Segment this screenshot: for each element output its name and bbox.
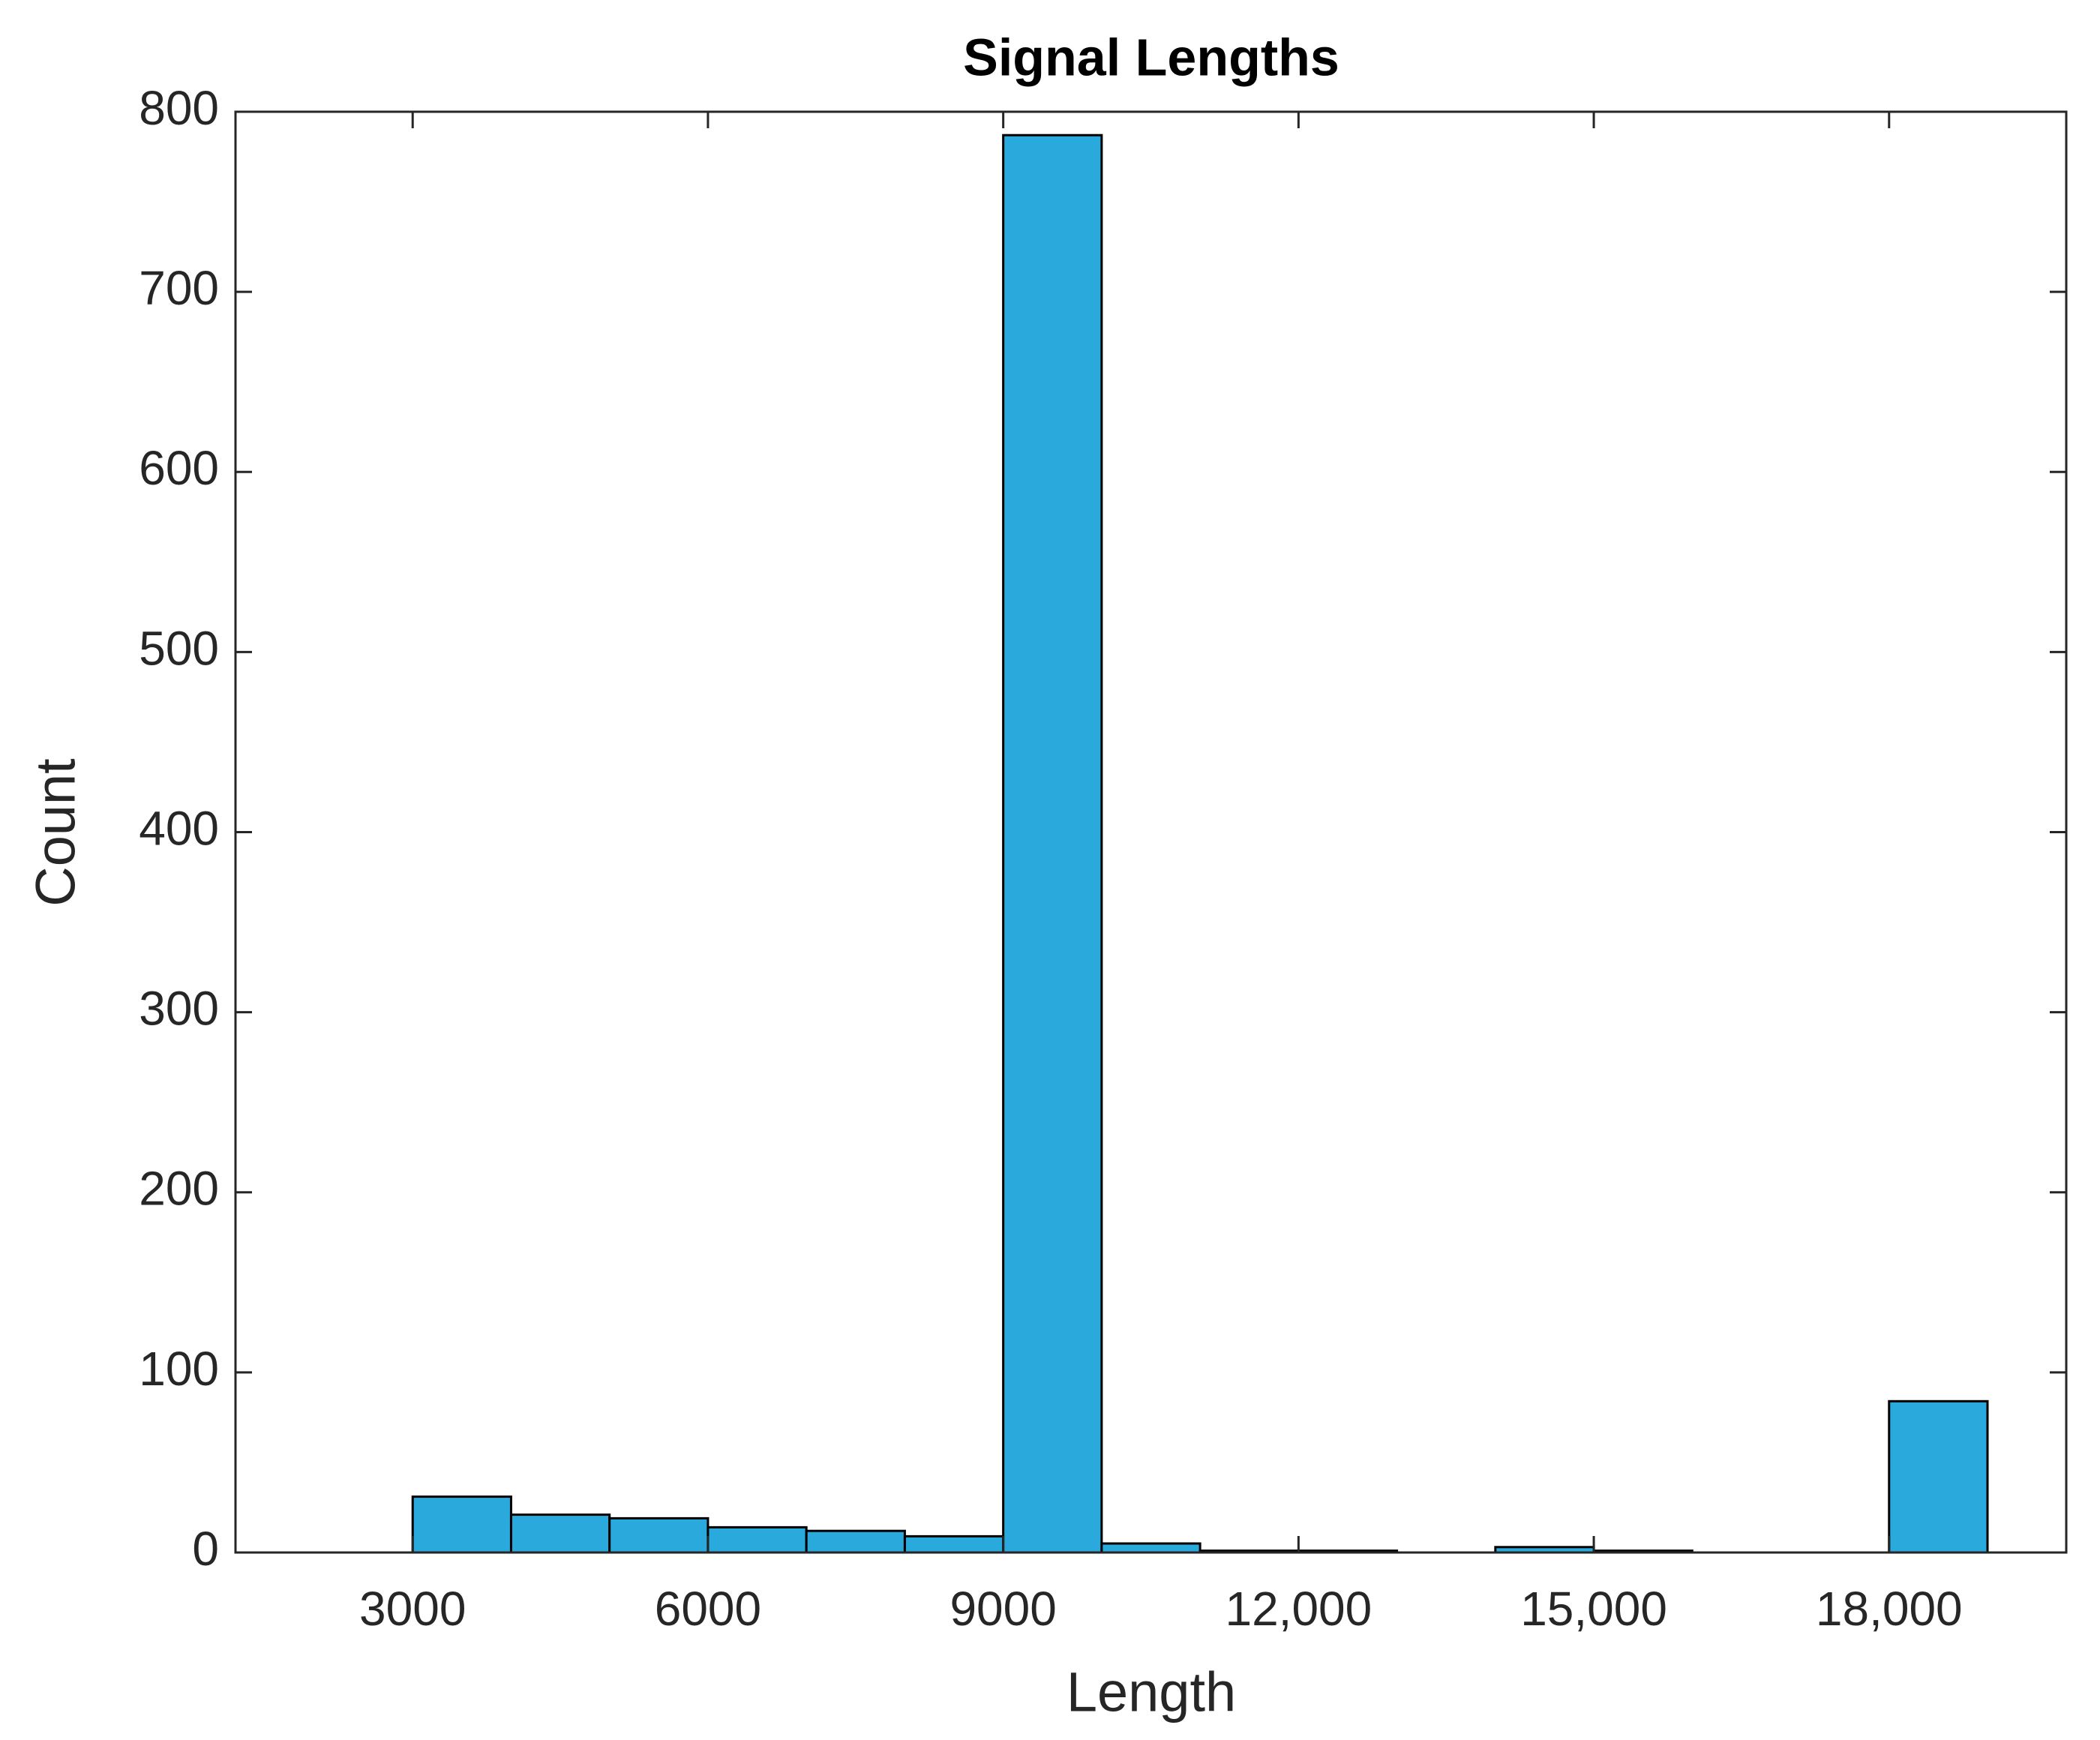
- bar: [805, 1529, 906, 1554]
- x-axis-label: Length: [1066, 1661, 1236, 1724]
- x-tick-label: 15,000: [1520, 1582, 1667, 1636]
- x-tick-label: 9000: [950, 1582, 1056, 1636]
- y-tick-label: 200: [139, 1162, 219, 1216]
- x-tick-label: 3000: [359, 1582, 466, 1636]
- y-tick-label: 700: [139, 261, 219, 315]
- x-tick-label: 12,000: [1225, 1582, 1372, 1636]
- chart-title: Signal Lengths: [963, 28, 1340, 86]
- y-tick-label: 400: [139, 801, 219, 855]
- bar: [1888, 1400, 1989, 1554]
- y-tick-label: 800: [139, 81, 219, 135]
- bar: [1100, 1542, 1202, 1554]
- y-tick-label: 0: [192, 1522, 219, 1576]
- y-tick-label: 300: [139, 982, 219, 1036]
- y-tick-label: 600: [139, 441, 219, 495]
- bar: [411, 1496, 512, 1554]
- y-axis-label: Count: [25, 758, 87, 907]
- plot-frame: [234, 110, 2068, 1554]
- y-tick-label: 500: [139, 621, 219, 675]
- x-tick-label: 18,000: [1816, 1582, 1963, 1636]
- bar: [903, 1534, 1005, 1554]
- y-tick-label: 100: [139, 1342, 219, 1396]
- bar: [608, 1516, 710, 1554]
- bar: [706, 1526, 808, 1554]
- bar: [1002, 134, 1103, 1554]
- bar: [509, 1514, 611, 1554]
- x-tick-label: 6000: [655, 1582, 761, 1636]
